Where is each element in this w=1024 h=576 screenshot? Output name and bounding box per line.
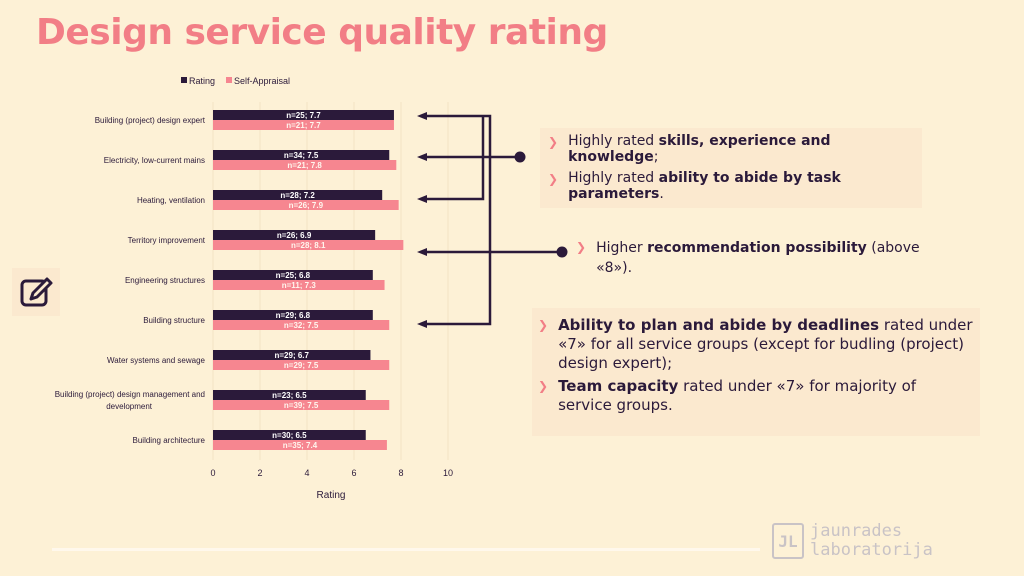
callout-text: Highly rated xyxy=(568,133,659,149)
callout-text: ; xyxy=(653,149,659,165)
bar-self-appraisal xyxy=(213,280,385,290)
x-tick-label: 4 xyxy=(304,468,309,478)
callout-text: (above «8»). xyxy=(596,240,920,276)
bar-rating xyxy=(213,390,366,400)
category-label: Electricity, low-current mains xyxy=(104,156,205,165)
data-label: n=11; 7.3 xyxy=(282,281,317,290)
bracket-line xyxy=(423,114,492,326)
bracket-line xyxy=(423,116,485,201)
data-label: n=29; 7.5 xyxy=(284,361,319,370)
callout-recommendation: ❯ Higher recommendation possibility (abo… xyxy=(576,238,946,276)
callout-item: ❯ Team capacity rated under «7» for majo… xyxy=(538,377,974,415)
category-label: Engineering structures xyxy=(125,276,205,285)
callout-bold: skills, experience and knowledge xyxy=(568,133,831,165)
bar-self-appraisal xyxy=(213,160,397,170)
callout-text: Highly rated xyxy=(568,170,659,186)
data-label: n=28; 7.2 xyxy=(280,191,315,200)
x-tick-label: 8 xyxy=(398,468,403,478)
arrow-head-icon xyxy=(417,248,427,256)
data-label: n=35; 7.4 xyxy=(283,441,318,450)
callout-bold: recommendation possibility xyxy=(647,240,867,256)
x-tick-label: 6 xyxy=(351,468,356,478)
chevron-right-icon: ❯ xyxy=(548,172,559,186)
bar-self-appraisal xyxy=(213,320,390,330)
x-axis-label: Rating xyxy=(317,490,346,501)
data-label: n=23; 6.5 xyxy=(272,391,307,400)
bar-rating xyxy=(213,270,373,280)
chevron-right-icon: ❯ xyxy=(548,135,559,149)
callout-text: Higher xyxy=(596,240,648,256)
bar-self-appraisal xyxy=(213,120,394,130)
category-label: Water systems and sewage xyxy=(107,356,206,365)
bar-self-appraisal xyxy=(213,400,390,410)
chevron-right-icon: ❯ xyxy=(538,379,549,393)
legend-swatch xyxy=(226,77,232,83)
callout-text: rated under «7» for majority of service … xyxy=(558,377,917,414)
data-label: n=21; 7.7 xyxy=(286,121,321,130)
page-title: Design service quality rating xyxy=(36,12,608,53)
bar-rating xyxy=(213,110,394,120)
data-label: n=30; 6.5 xyxy=(272,431,307,440)
category-label: Building structure xyxy=(143,316,205,325)
data-label: n=28; 8.1 xyxy=(291,241,326,250)
callout-item: ❯ Ability to plan and abide by deadlines… xyxy=(538,316,974,373)
logo-mark: JL xyxy=(772,523,804,559)
data-label: n=32; 7.5 xyxy=(284,321,319,330)
arrow-head-icon xyxy=(417,112,427,120)
bar-rating xyxy=(213,430,366,440)
callout-bold: Ability to plan and abide by deadlines xyxy=(558,316,880,334)
bar-rating xyxy=(213,230,376,240)
callout-item: ❯ Higher recommendation possibility (abo… xyxy=(576,238,946,278)
footer-divider xyxy=(52,548,760,551)
data-label: n=29; 6.7 xyxy=(274,351,309,360)
chevron-right-icon: ❯ xyxy=(576,240,587,254)
callout-strengths: ❯ Highly rated skills, experience and kn… xyxy=(540,128,922,208)
bar-rating xyxy=(213,310,373,320)
bar-self-appraisal xyxy=(213,200,399,210)
category-label: Building (project) design expert xyxy=(95,116,206,125)
data-label: n=26; 7.9 xyxy=(289,201,324,210)
data-label: n=39; 7.5 xyxy=(284,401,319,410)
x-tick-label: 10 xyxy=(443,468,453,478)
arrow-head-icon xyxy=(417,153,427,161)
logo-line1: jaunrades xyxy=(810,521,903,541)
arrow-head-icon xyxy=(417,320,427,328)
bar-rating xyxy=(213,150,390,160)
category-label: Building architecture xyxy=(133,436,206,445)
bar-rating xyxy=(213,350,371,360)
category-label: Heating, ventilation xyxy=(137,196,205,205)
category-label: Building (project) design management and… xyxy=(55,390,205,411)
callout-item: ❯ Highly rated skills, experience and kn… xyxy=(548,133,914,165)
legend-swatch xyxy=(181,77,187,83)
legend-label: Rating xyxy=(189,76,215,86)
data-label: n=25; 7.7 xyxy=(286,111,321,120)
callout-text: . xyxy=(659,186,664,202)
connector-dot xyxy=(514,151,526,163)
connector-dot xyxy=(556,246,568,258)
logo-line2: laboratorija xyxy=(810,540,933,560)
callout-bold: Team capacity xyxy=(558,377,679,395)
chevron-right-icon: ❯ xyxy=(538,318,549,332)
data-label: n=21; 7.8 xyxy=(287,161,322,170)
x-tick-label: 0 xyxy=(210,468,215,478)
data-label: n=34; 7.5 xyxy=(284,151,319,160)
bar-rating xyxy=(213,190,383,200)
callout-weaknesses: ❯ Ability to plan and abide by deadlines… xyxy=(532,308,980,436)
callout-item: ❯ Highly rated ability to abide by task … xyxy=(548,170,914,202)
callout-bold: ability to abide by task parameters xyxy=(568,170,841,202)
edit-icon xyxy=(12,268,60,316)
category-label: Territory improvement xyxy=(128,236,206,245)
logo: JL jaunrades laboratorija xyxy=(772,522,933,560)
bar-self-appraisal xyxy=(213,360,390,370)
bar-self-appraisal xyxy=(213,440,387,450)
arrow-head-icon xyxy=(417,195,427,203)
legend-label: Self-Appraisal xyxy=(234,76,290,86)
data-label: n=26; 6.9 xyxy=(277,231,312,240)
callout-text: rated under «7» for all service groups (… xyxy=(558,316,973,372)
data-label: n=29; 6.8 xyxy=(276,311,311,320)
x-tick-label: 2 xyxy=(257,468,262,478)
bar-self-appraisal xyxy=(213,240,404,250)
data-label: n=25; 6.8 xyxy=(276,271,311,280)
